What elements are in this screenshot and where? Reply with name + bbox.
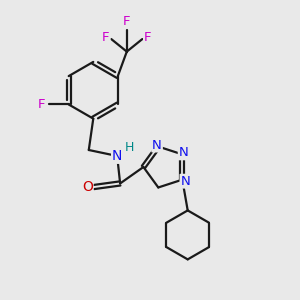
Text: F: F: [38, 98, 46, 111]
Text: H: H: [125, 141, 134, 154]
Text: N: N: [112, 149, 122, 163]
Text: F: F: [144, 31, 152, 44]
Text: F: F: [102, 31, 110, 44]
Text: N: N: [178, 146, 188, 159]
Text: F: F: [123, 15, 130, 28]
Text: N: N: [152, 139, 162, 152]
Text: N: N: [180, 175, 190, 188]
Text: O: O: [82, 180, 93, 194]
